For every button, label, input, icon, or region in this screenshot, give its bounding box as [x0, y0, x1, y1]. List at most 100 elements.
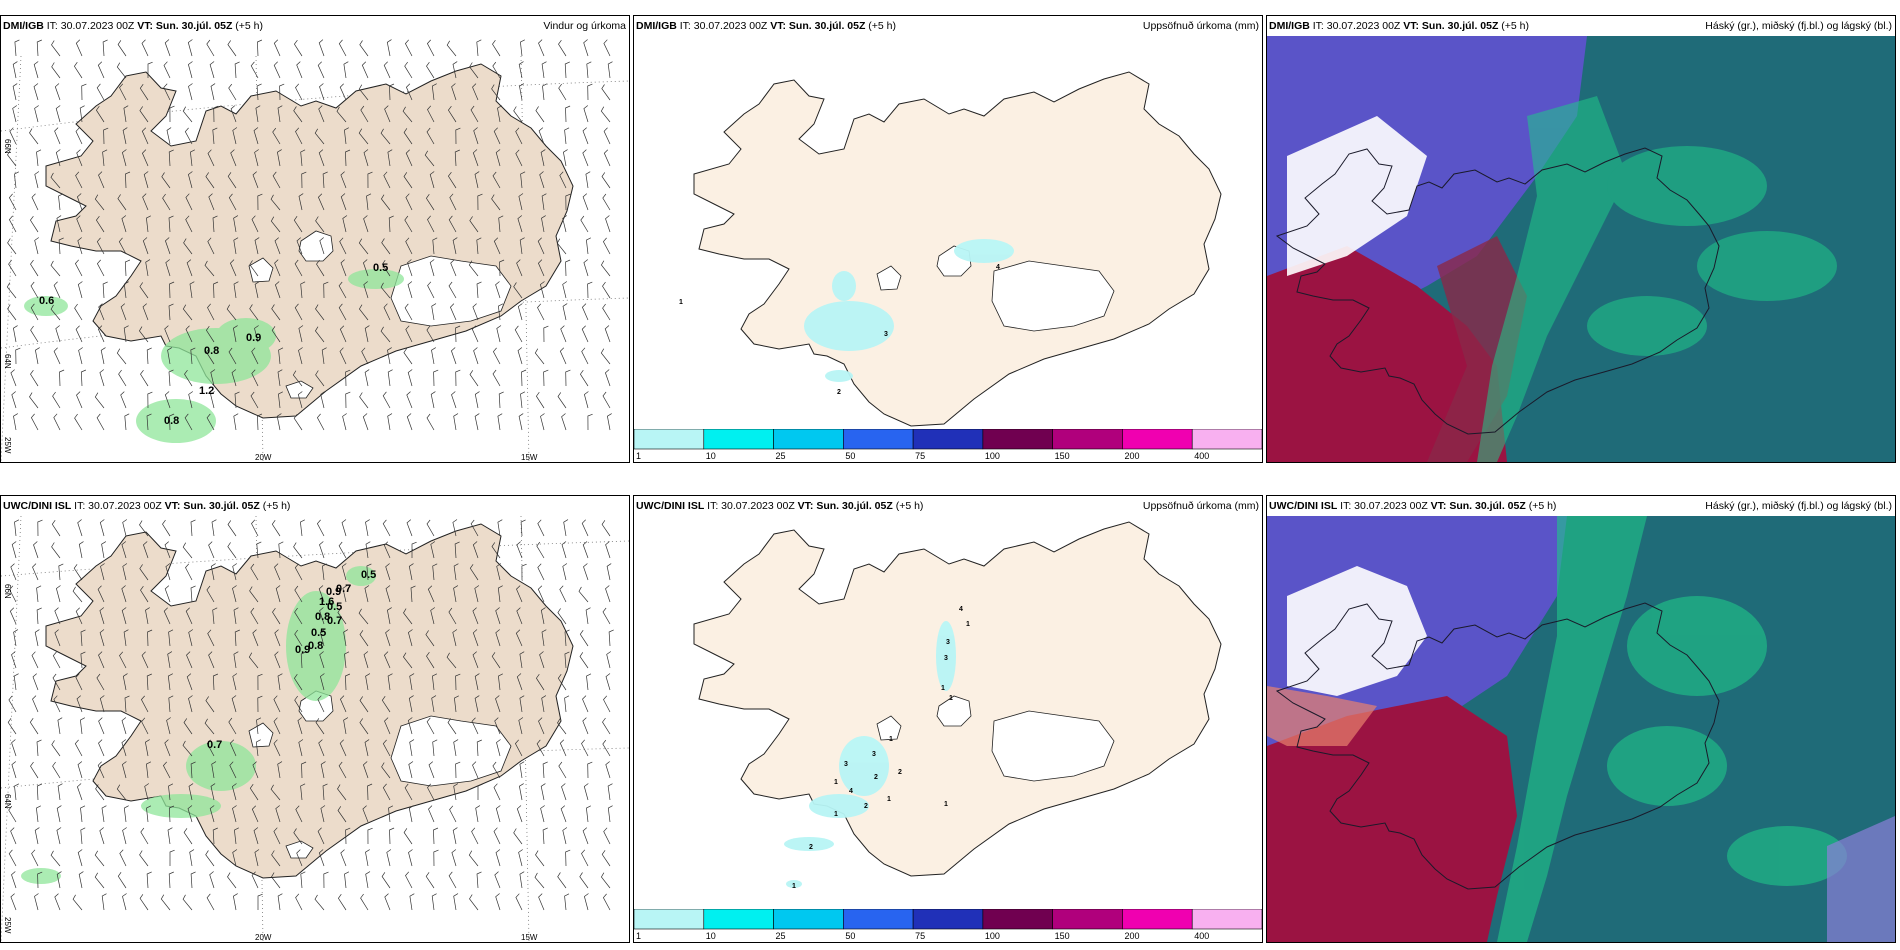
field-title: Uppsöfnuð úrkoma (mm): [1142, 500, 1259, 512]
wind-barb: [187, 805, 193, 823]
wind-barb: [542, 761, 548, 779]
wind-barb: [277, 673, 283, 691]
wind-barb: [519, 651, 525, 669]
wind-barb: [139, 83, 149, 101]
wind-barb: [248, 652, 259, 669]
wind-barb: [298, 347, 303, 365]
wind-barb: [232, 585, 237, 603]
model-name: UWC/DINI ISL: [636, 500, 705, 512]
wind-barb: [120, 303, 127, 321]
wind-barb: [101, 893, 107, 911]
glacier-hofsjokull: [248, 722, 274, 748]
wind-barb: [274, 281, 281, 299]
wind-barb: [271, 850, 281, 867]
wind-barb: [537, 259, 545, 277]
wind-barb: [427, 281, 435, 299]
wind-barb: [55, 325, 61, 343]
precip-value: 1.2: [199, 385, 214, 397]
wind-barb: [208, 193, 215, 211]
wind-barb: [381, 259, 391, 277]
wind-barb: [96, 237, 105, 255]
wind-barb: [562, 281, 568, 299]
wind-barb: [493, 237, 501, 255]
wind-barb: [518, 849, 523, 867]
wind-barb: [426, 651, 435, 669]
wind-barb: [403, 828, 413, 845]
precip-area: [21, 868, 61, 884]
wind-barb: [562, 303, 568, 321]
wind-barb: [77, 761, 83, 779]
wind-barb: [205, 325, 215, 343]
wind-barb: [606, 563, 612, 581]
wind-barb: [581, 849, 589, 867]
wind-barb: [315, 370, 325, 387]
precip-map-svg: 4 1 3 3 1 1 1 3 2 3 2 1 4 1 2 1 1 2 1: [693, 521, 1222, 890]
wind-barb: [102, 39, 108, 57]
wind-barb: [226, 304, 237, 321]
wind-barb: [31, 193, 39, 211]
wind-barb: [587, 281, 593, 299]
wind-barb: [359, 40, 369, 57]
wind-barb: [278, 541, 284, 559]
wind-barb: [362, 761, 369, 779]
wind-barb: [338, 39, 347, 57]
wind-barb: [541, 61, 547, 79]
wind-barb: [249, 783, 259, 801]
wind-barb: [361, 347, 369, 365]
precip-value: 4: [849, 788, 853, 795]
colorbar-swatch: [912, 908, 984, 930]
wind-barb: [320, 761, 326, 779]
panel-header: UWC/DINI ISL IT: 30.07.2023 00Z VT: Sun.…: [1, 496, 629, 516]
wind-barb: [140, 695, 149, 713]
wind-barb: [453, 783, 459, 801]
wind-barb: [204, 260, 215, 277]
wind-barb: [293, 216, 303, 233]
valid-time: VT: Sun. 30.júl. 05Z: [137, 20, 233, 32]
wind-barb: [56, 215, 62, 233]
wind-barb: [494, 717, 501, 735]
wind-barb: [206, 39, 215, 57]
wind-barb: [54, 607, 61, 625]
wind-barb: [381, 762, 391, 779]
wind-barb: [94, 194, 105, 211]
wind-barb: [251, 871, 259, 889]
glacier-vatnajokull: [991, 710, 1115, 782]
wind-barb: [453, 413, 459, 431]
wind-barb: [602, 391, 611, 409]
colorbar-svg: 1 10 25 50 75 100 150 200 400: [634, 908, 1262, 941]
precip-value: 1: [944, 801, 948, 808]
wind-barb: [408, 805, 414, 823]
wind-barb: [8, 259, 17, 277]
colorbar-tick-label: 25: [776, 931, 786, 941]
wind-barb: [603, 127, 611, 145]
wind-barb: [403, 348, 413, 365]
wind-barb: [250, 391, 259, 409]
precip-value: 4: [959, 606, 963, 613]
wind-barb: [254, 281, 260, 299]
wind-barb: [122, 519, 128, 537]
wind-barb: [166, 127, 172, 145]
wind-barb: [582, 695, 589, 713]
wind-barb: [407, 369, 413, 387]
wind-barb: [95, 215, 105, 233]
precip-value: 0.5: [361, 569, 376, 581]
wind-barb: [336, 106, 347, 123]
wind-barb: [381, 695, 391, 713]
wind-barb: [493, 827, 501, 845]
wind-barb: [607, 61, 613, 79]
wind-barb: [98, 717, 105, 735]
wind-barb: [383, 651, 391, 669]
wind-barb: [142, 237, 149, 255]
wind-barb: [100, 347, 106, 365]
wind-barb: [565, 193, 571, 211]
wind-barb: [293, 39, 303, 57]
wind-barb: [53, 281, 61, 299]
wind-barb: [278, 391, 283, 409]
precip-area: [784, 837, 834, 851]
wind-barb: [389, 83, 395, 101]
wind-barb: [518, 61, 524, 79]
wind-barb: [53, 695, 61, 713]
wind-barb: [98, 651, 105, 669]
wind-barb: [409, 893, 415, 911]
wind-barb: [77, 281, 83, 299]
